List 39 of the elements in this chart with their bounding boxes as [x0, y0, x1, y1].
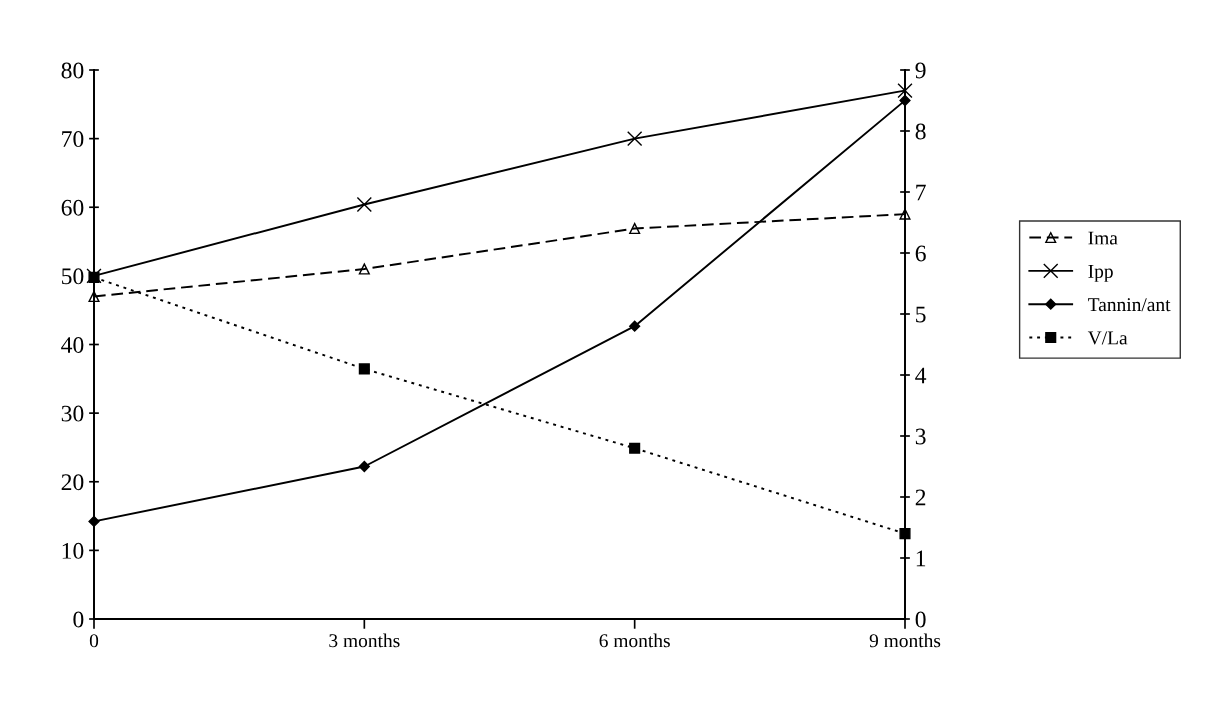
- point: [358, 263, 370, 275]
- point: [629, 442, 641, 454]
- x-tick-label: 6 months: [599, 633, 670, 648]
- y-tick-label: 60: [61, 199, 84, 216]
- y2-tick-label: 3: [915, 428, 926, 445]
- y2-tick-label: 6: [915, 245, 926, 262]
- point: [897, 82, 913, 99]
- point: [629, 222, 641, 235]
- y-tick-label: 70: [62, 131, 84, 148]
- legend-label: Ima: [1088, 231, 1118, 245]
- y-tick-label: 0: [73, 611, 84, 628]
- y-tick-label: 10: [62, 542, 84, 559]
- legend-label: Ipp: [1088, 264, 1113, 282]
- legend-label: V/La: [1087, 331, 1128, 345]
- y2-tick-label: 2: [915, 489, 926, 506]
- y2-tick-label: 5: [916, 306, 926, 323]
- y-tick-label: 50: [62, 268, 84, 285]
- y2-tick-label: 0: [915, 611, 926, 628]
- point: [899, 528, 911, 540]
- y2-tick-label: 7: [916, 184, 926, 201]
- point: [899, 94, 911, 107]
- y-tick-label: 30: [61, 405, 84, 422]
- y2-tick-label: 1: [916, 550, 926, 567]
- y-tick-label: 80: [61, 62, 84, 79]
- x-tick-label: 0: [89, 634, 99, 648]
- x-tick-label: 9 months: [869, 633, 941, 648]
- legend-label: Tannin/ant: [1088, 298, 1171, 312]
- point: [358, 363, 370, 375]
- point: [88, 515, 100, 528]
- y-tick-label: 20: [61, 474, 84, 491]
- y2-tick-label: 8: [915, 123, 926, 140]
- x-tick-label: 3 months: [329, 633, 400, 648]
- point: [356, 196, 372, 213]
- point: [627, 130, 643, 147]
- y-tick-label: 40: [61, 336, 84, 353]
- y2-tick-label: 4: [915, 367, 927, 384]
- point: [358, 460, 370, 473]
- point: [629, 320, 641, 332]
- y2-tick-label: 9: [915, 62, 926, 79]
